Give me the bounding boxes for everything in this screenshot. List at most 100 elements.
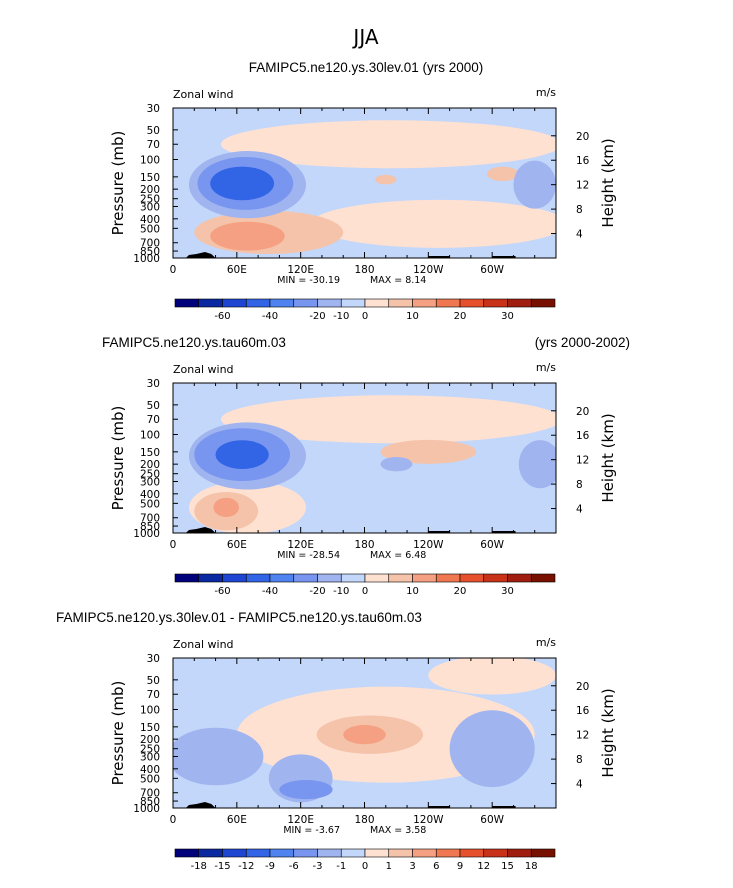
- x-tick-label: 0: [170, 539, 177, 551]
- y-tick-label: 500: [140, 223, 160, 235]
- x-tick-label: 0: [170, 814, 177, 826]
- colorbar-swatch: [483, 848, 508, 858]
- x-tick-label: 120W: [413, 814, 444, 826]
- colorbar-label: 30: [501, 311, 514, 322]
- colorbar-swatch: [412, 848, 437, 858]
- colorbar-swatch: [459, 298, 485, 308]
- y-tick-label: 30: [147, 653, 160, 665]
- colorbar-swatch: [364, 848, 390, 858]
- min-label: MIN = -28.54: [277, 550, 340, 561]
- min-label: MIN = -3.67: [283, 825, 340, 836]
- y-tick-label: 400: [140, 214, 160, 226]
- contour-region: [215, 440, 269, 470]
- page-title: JJA: [351, 25, 378, 49]
- colorbar-swatch: [530, 298, 556, 308]
- height-tick-label: 8: [576, 479, 583, 491]
- y-tick-label: 70: [147, 139, 160, 151]
- colorbar-swatch: [245, 573, 271, 583]
- colorbar-label: 20: [454, 586, 467, 597]
- colorbar-swatch: [269, 573, 295, 583]
- max-label: MAX = 8.14: [370, 275, 426, 286]
- colorbar-swatch: [507, 573, 532, 583]
- colorbar-label: -6: [289, 861, 299, 872]
- contour-region: [279, 779, 333, 800]
- topography: [185, 802, 216, 808]
- y-axis-title: Pressure (mb): [109, 406, 127, 511]
- x-tick-label: 180: [354, 539, 374, 551]
- y-tick-label: 850: [140, 246, 160, 258]
- y-tick-label: 1000: [133, 528, 160, 540]
- colorbar-swatch: [245, 848, 271, 858]
- colorbar-label: 0: [362, 861, 368, 872]
- chart-panel: FAMIPC5.ne120.ys.30lev.01 - FAMIPC5.ne12…: [56, 610, 617, 872]
- colorbar-swatch: [174, 573, 200, 583]
- colorbar-swatch: [459, 848, 485, 858]
- colorbar-swatch: [412, 573, 437, 583]
- colorbar-label: 10: [406, 311, 419, 322]
- colorbar-swatch: [174, 298, 200, 308]
- colorbar-swatch: [317, 848, 342, 858]
- height-tick-label: 16: [576, 705, 590, 717]
- contour-region: [220, 395, 556, 444]
- y-tick-label: 250: [140, 194, 160, 206]
- x-tick-label: 0: [170, 264, 177, 276]
- colorbar-swatch: [293, 573, 318, 583]
- y-tick-label: 70: [147, 689, 160, 701]
- height-tick-label: 4: [576, 504, 583, 516]
- y-axis-title: Pressure (mb): [109, 131, 127, 236]
- colorbar-label: 15: [501, 861, 514, 872]
- colorbar-label: -40: [262, 586, 278, 597]
- contour-region: [486, 166, 519, 182]
- colorbar-label: -10: [333, 586, 349, 597]
- x-tick-label: 60E: [227, 814, 247, 826]
- y-tick-label: 500: [140, 498, 160, 510]
- y-tick-label: 850: [140, 796, 160, 808]
- colorbar-label: 10: [406, 586, 419, 597]
- y-tick-label: 1000: [133, 253, 160, 265]
- topography: [428, 531, 450, 533]
- x-tick-label: 180: [354, 264, 374, 276]
- variable-label: Zonal wind: [173, 88, 234, 101]
- topography: [492, 806, 516, 808]
- colorbar-label: -3: [313, 861, 323, 872]
- colorbar-swatch: [483, 573, 508, 583]
- colorbar-swatch: [293, 848, 318, 858]
- contour-region: [220, 120, 556, 169]
- colorbar-swatch: [388, 298, 413, 308]
- y-tick-label: 70: [147, 414, 160, 426]
- colorbar-label: 0: [362, 586, 368, 597]
- colorbar-swatch: [198, 848, 223, 858]
- height-tick-label: 4: [576, 229, 583, 241]
- min-label: MIN = -30.19: [277, 275, 340, 286]
- y-axis-title-right: Height (km): [599, 688, 617, 777]
- colorbar-label: -20: [309, 311, 325, 322]
- colorbar-swatch: [483, 298, 508, 308]
- colorbar-swatch: [530, 573, 556, 583]
- y-tick-label: 50: [147, 675, 160, 687]
- topography: [492, 256, 516, 258]
- contour-region: [449, 710, 535, 788]
- height-tick-label: 12: [576, 180, 589, 192]
- y-tick-label: 700: [140, 238, 160, 250]
- colorbar-swatch: [198, 573, 223, 583]
- y-tick-label: 400: [140, 764, 160, 776]
- colorbar-swatch: [435, 848, 461, 858]
- colorbar-swatch: [222, 848, 247, 858]
- colorbar-swatch: [317, 298, 342, 308]
- contour-region: [343, 725, 386, 745]
- max-label: MAX = 3.58: [370, 825, 426, 836]
- variable-label: Zonal wind: [173, 638, 234, 651]
- contour-region: [380, 439, 477, 464]
- colorbar-swatch: [340, 298, 366, 308]
- y-tick-label: 250: [140, 744, 160, 756]
- y-tick-label: 150: [140, 722, 160, 734]
- height-tick-label: 12: [576, 730, 589, 742]
- colorbar-swatch: [293, 298, 318, 308]
- x-tick-label: 120E: [287, 539, 314, 551]
- colorbar-swatch: [222, 298, 247, 308]
- contour-region: [311, 199, 556, 248]
- colorbar-swatch: [222, 573, 247, 583]
- colorbar-swatch: [507, 298, 532, 308]
- x-tick-label: 60W: [480, 539, 504, 551]
- height-tick-label: 4: [576, 779, 583, 791]
